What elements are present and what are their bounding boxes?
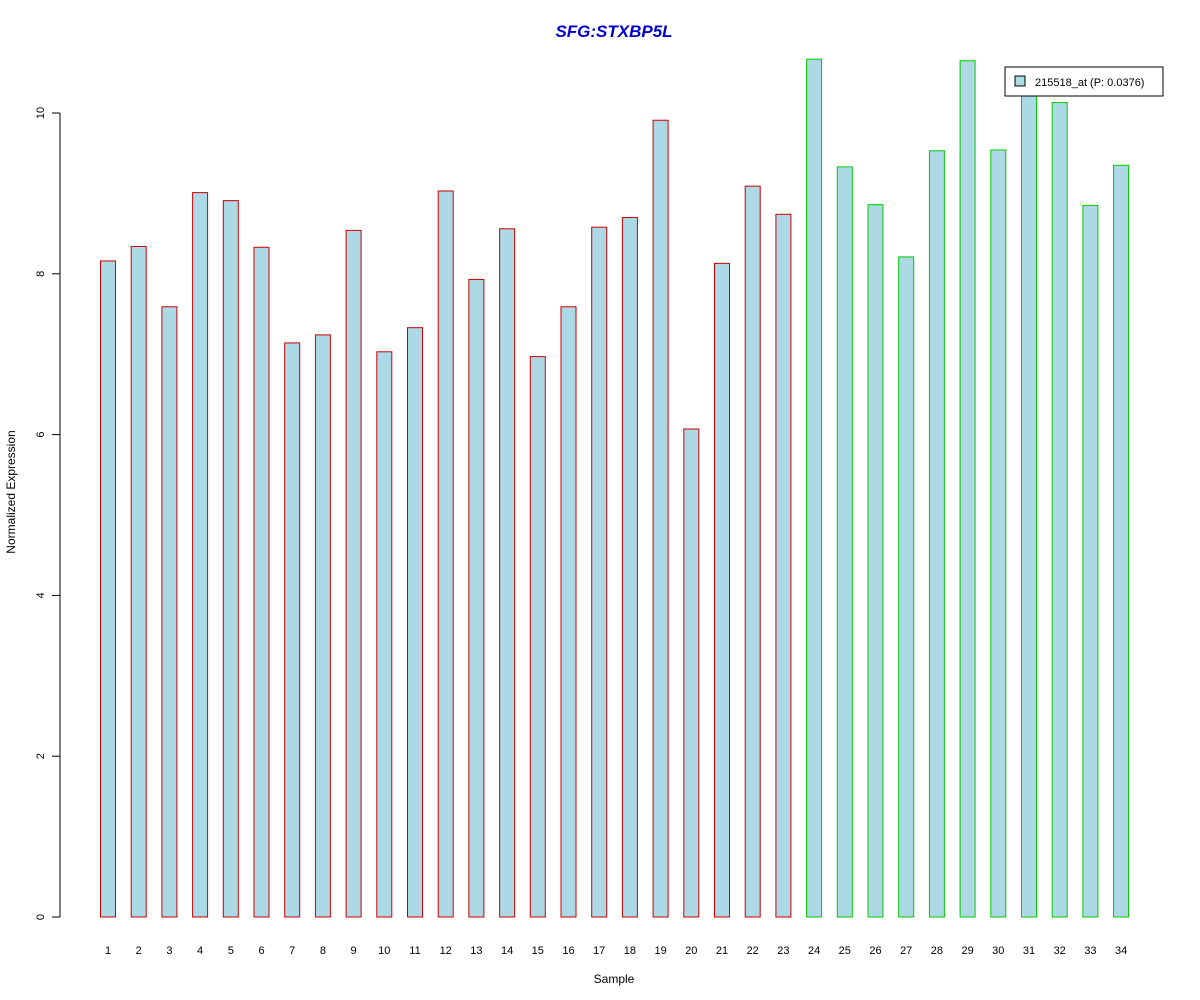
bar-sample-21 <box>714 262 730 918</box>
bar-sample-9 <box>345 229 362 918</box>
x-tick-label: 10 <box>378 945 390 957</box>
bar-sample-26 <box>867 204 884 918</box>
y-tick-label: 10 <box>35 107 47 119</box>
y-tick-label: 6 <box>35 432 47 438</box>
chart-title: SFG:STXBP5L <box>555 22 672 41</box>
bar-sample-12 <box>437 190 454 918</box>
bar-sample-2 <box>130 245 147 918</box>
y-tick-label: 2 <box>35 753 47 759</box>
x-tick-label: 31 <box>1023 945 1035 957</box>
x-tick-label: 28 <box>931 945 943 957</box>
y-tick-label: 8 <box>35 271 47 277</box>
x-tick-label: 21 <box>716 945 728 957</box>
bar-sample-34 <box>1113 164 1130 918</box>
x-tick-labels: 1 2 3 4 5 6 7 8 9 10 11 12 13 14 15 16 17 18 19 20 21 22 23 24 2… <box>105 945 1127 957</box>
x-tick-label: 15 <box>532 945 544 957</box>
bar-sample-32 <box>1051 102 1068 918</box>
x-tick-label: 33 <box>1084 945 1096 957</box>
bar-sample-30 <box>990 149 1007 918</box>
bar-sample-27 <box>898 256 915 918</box>
bar-sample-11 <box>407 327 423 918</box>
bar-sample-8 <box>314 334 331 918</box>
x-tick-label: 23 <box>777 945 789 957</box>
bar-sample-29 <box>959 60 976 918</box>
bar-sample-5 <box>222 200 239 918</box>
bar-sample-20 <box>683 428 700 918</box>
x-tick-label: 16 <box>562 945 574 957</box>
x-tick-label: 20 <box>685 945 697 957</box>
legend-label: 215518_at (P: 0.0376) <box>1035 77 1144 89</box>
bar-sample-17 <box>591 226 608 918</box>
bar-sample-18 <box>621 217 638 918</box>
bar-sample-24 <box>806 58 823 918</box>
x-tick-label: 22 <box>747 945 759 957</box>
bar-sample-7 <box>284 342 301 918</box>
legend-box <box>1004 66 1164 97</box>
bar-sample-25 <box>836 166 853 918</box>
bar-sample-28 <box>928 150 945 918</box>
y-tick-label: 0 <box>35 914 47 920</box>
x-tick-label: 12 <box>440 945 452 957</box>
legend: 215518_at (P: 0.0376) <box>1004 66 1164 97</box>
y-axis-label: Normalized Expression <box>4 430 18 553</box>
y-tick-label: 4 <box>35 592 47 598</box>
x-tick-label: 11 <box>409 945 420 957</box>
x-tick-label: 17 <box>593 945 605 957</box>
bars <box>100 58 1130 918</box>
x-tick-label: 7 <box>289 945 295 957</box>
y-ticks: 0 2 4 6 8 10 <box>35 107 60 920</box>
bar-sample-31 <box>1021 93 1037 918</box>
x-tick-label: 19 <box>654 945 666 957</box>
bar-sample-19 <box>652 119 669 918</box>
x-tick-label: 6 <box>258 945 264 957</box>
x-tick-label: 26 <box>869 945 881 957</box>
x-tick-label: 1 <box>105 945 111 957</box>
bar-sample-16 <box>560 306 577 918</box>
bar-sample-22 <box>744 185 761 918</box>
bar-sample-23 <box>775 213 792 918</box>
bar-sample-10 <box>376 351 393 918</box>
x-axis-label: Sample <box>594 972 635 986</box>
x-tick-label: 18 <box>624 945 636 957</box>
bar-sample-3 <box>161 306 178 918</box>
x-tick-label: 9 <box>351 945 357 957</box>
x-tick-label: 27 <box>900 945 912 957</box>
x-tick-label: 34 <box>1115 945 1127 957</box>
x-tick-label: 13 <box>470 945 482 957</box>
x-tick-label: 2 <box>136 945 142 957</box>
bar-sample-14 <box>499 228 516 918</box>
x-tick-label: 32 <box>1054 945 1066 957</box>
x-tick-label: 29 <box>961 945 973 957</box>
bar-sample-33 <box>1082 204 1099 918</box>
x-tick-label: 5 <box>228 945 234 957</box>
x-tick-label: 30 <box>992 945 1004 957</box>
bar-sample-13 <box>468 278 485 918</box>
x-tick-label: 24 <box>808 945 820 957</box>
bar-sample-15 <box>529 356 546 918</box>
x-tick-label: 25 <box>839 945 851 957</box>
x-tick-label: 14 <box>501 945 513 957</box>
bar-sample-4 <box>192 192 209 918</box>
bar-sample-6 <box>253 246 270 918</box>
x-tick-label: 8 <box>320 945 326 957</box>
legend-swatch <box>1014 75 1026 87</box>
x-tick-label: 3 <box>166 945 172 957</box>
x-tick-label: 4 <box>197 945 203 957</box>
bar-sample-1 <box>100 260 116 918</box>
